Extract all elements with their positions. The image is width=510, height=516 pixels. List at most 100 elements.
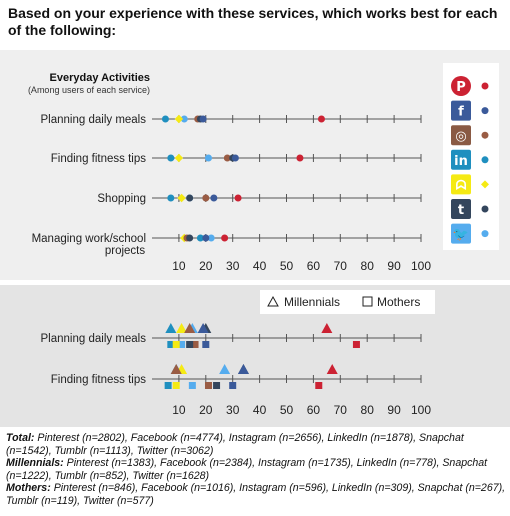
mothers-point-snapchat: [172, 382, 180, 389]
point-facebook: [231, 154, 239, 162]
chart-subtitle: (Among users of each service): [28, 85, 150, 95]
everyday-activities-panel: [0, 50, 510, 280]
point-instagram: [223, 154, 231, 162]
mothers-point-facebook: [202, 341, 210, 348]
facebook-icon: [451, 100, 471, 121]
mothers-point-instagram: [204, 382, 212, 389]
legend-item-facebook: f: [451, 100, 489, 121]
legend-dot-instagram: [481, 131, 489, 139]
legend-dot-snapchat: [481, 180, 489, 189]
millennials-point-facebook: [237, 364, 249, 374]
chart1-tick-label-60: 60: [307, 259, 321, 273]
group-sizes: Pinterest (n=1383), Facebook (n=2384), I…: [6, 457, 488, 482]
linkedin-icon-glyph: in: [454, 154, 468, 169]
millennials-point-instagram: [170, 364, 182, 374]
chart2-tick-label-40: 40: [253, 403, 267, 417]
mothers-point-twitter: [178, 341, 186, 348]
group-label: Millennials:: [6, 457, 64, 470]
chart1-tick-label-30: 30: [226, 259, 240, 273]
point-twitter: [180, 115, 188, 123]
legend-triangle-icon: [267, 295, 279, 307]
pinterest-icon-glyph: P: [456, 80, 466, 95]
tumblr-icon-glyph: t: [458, 203, 464, 218]
snapchat-icon-glyph: ᗣ: [456, 178, 467, 193]
tumblr-icon: [451, 199, 471, 219]
row-label-managing-work-school-projects-cont: projects: [105, 245, 146, 257]
point-tumblr: [186, 194, 194, 202]
mothers-point-tumblr: [213, 382, 221, 389]
legend-label-mothers: Mothers: [377, 295, 420, 309]
legend-dot-facebook: [481, 107, 489, 115]
mothers-point-pinterest: [315, 382, 323, 389]
chart2-tick-label-30: 30: [226, 403, 240, 417]
chart2-tick-label-90: 90: [387, 403, 401, 417]
instagram-icon-glyph: ◎: [455, 129, 466, 144]
chart2-tick-label-100: 100: [411, 403, 431, 417]
point-facebook: [202, 234, 210, 242]
point-twitter: [207, 234, 215, 242]
chart2-tick-label-50: 50: [280, 403, 294, 417]
mothers-point-linkedin: [164, 382, 172, 389]
sample-line-total: Total: Pinterest (n=2802), Facebook (n=4…: [6, 432, 506, 457]
mothers-point-pinterest: [352, 341, 360, 348]
chart2-tick-label-70: 70: [334, 403, 348, 417]
legend-item-instagram: ◎: [451, 125, 489, 146]
chart2-tick-label-10: 10: [172, 403, 186, 417]
mothers-point-linkedin: [167, 341, 175, 348]
chart2-row-label-planning-daily-meals: Planning daily meals: [41, 333, 147, 345]
sample-sizes: Total: Pinterest (n=2802), Facebook (n=4…: [6, 432, 506, 508]
millennials-point-linkedin: [165, 323, 177, 333]
linkedin-icon: [451, 149, 471, 170]
point-linkedin: [167, 194, 175, 202]
legend-item-tumblr: t: [451, 199, 489, 219]
point-snapchat: [174, 153, 184, 163]
chart2-tick-label-80: 80: [361, 403, 375, 417]
chart2-legend-box: [260, 290, 435, 314]
group-sizes: Pinterest (n=2802), Facebook (n=4774), I…: [6, 432, 464, 457]
chart2-tick-label-60: 60: [307, 403, 321, 417]
chart1-tick-label-40: 40: [253, 259, 267, 273]
millennials-point-snapchat: [176, 323, 188, 333]
point-instagram: [202, 194, 210, 202]
point-twitter: [204, 154, 212, 162]
point-snapchat: [174, 114, 184, 124]
legend-dot-twitter: [481, 230, 489, 238]
millennials-point-pinterest: [321, 323, 333, 333]
chart-title: Everyday Activities: [50, 72, 150, 84]
chart2-row-label-finding-fitness-tips: Finding fitness tips: [51, 374, 146, 386]
snapchat-icon: [451, 174, 471, 195]
chart1-tick-label-100: 100: [411, 259, 431, 273]
point-pinterest: [234, 194, 242, 202]
mothers-point-tumblr: [186, 341, 194, 348]
row-label-managing-work-school-projects: Managing work/school: [32, 233, 146, 245]
facebook-icon-glyph: f: [458, 105, 464, 120]
question-title: Based on your experience with these serv…: [8, 5, 498, 38]
legend-item-twitter: 🐦: [451, 223, 489, 244]
chart1-tick-label-50: 50: [280, 259, 294, 273]
chart1-tick-label-80: 80: [361, 259, 375, 273]
point-pinterest: [221, 234, 229, 242]
legend-item-pinterest: P: [451, 76, 489, 96]
pinterest-icon: [451, 76, 471, 96]
point-pinterest: [317, 115, 325, 123]
chart1-tick-label-70: 70: [334, 259, 348, 273]
legend-dot-pinterest: [481, 82, 489, 90]
legend-dot-linkedin: [481, 156, 489, 164]
legend-dot-tumblr: [481, 205, 489, 213]
point-tumblr: [186, 234, 194, 242]
millennials-point-pinterest: [326, 364, 338, 374]
mothers-point-snapchat: [172, 341, 180, 348]
chart-canvas: Everyday Activities(Among users of each …: [28, 72, 489, 417]
millennials-point-instagram: [184, 323, 196, 333]
chart1-tick-label-10: 10: [172, 259, 186, 273]
point-facebook: [199, 115, 207, 123]
group-label: Mothers:: [6, 482, 51, 495]
mothers-point-facebook: [229, 382, 237, 389]
legend-square-icon: [362, 296, 373, 307]
row-label-finding-fitness-tips: Finding fitness tips: [51, 153, 146, 165]
millennials-point-facebook: [197, 323, 209, 333]
point-linkedin: [196, 234, 204, 242]
legend-label-millennials: Millennials: [284, 295, 340, 309]
instagram-icon: [451, 125, 471, 146]
sample-line-millennials: Millennials: Pinterest (n=1383), Faceboo…: [6, 457, 506, 482]
